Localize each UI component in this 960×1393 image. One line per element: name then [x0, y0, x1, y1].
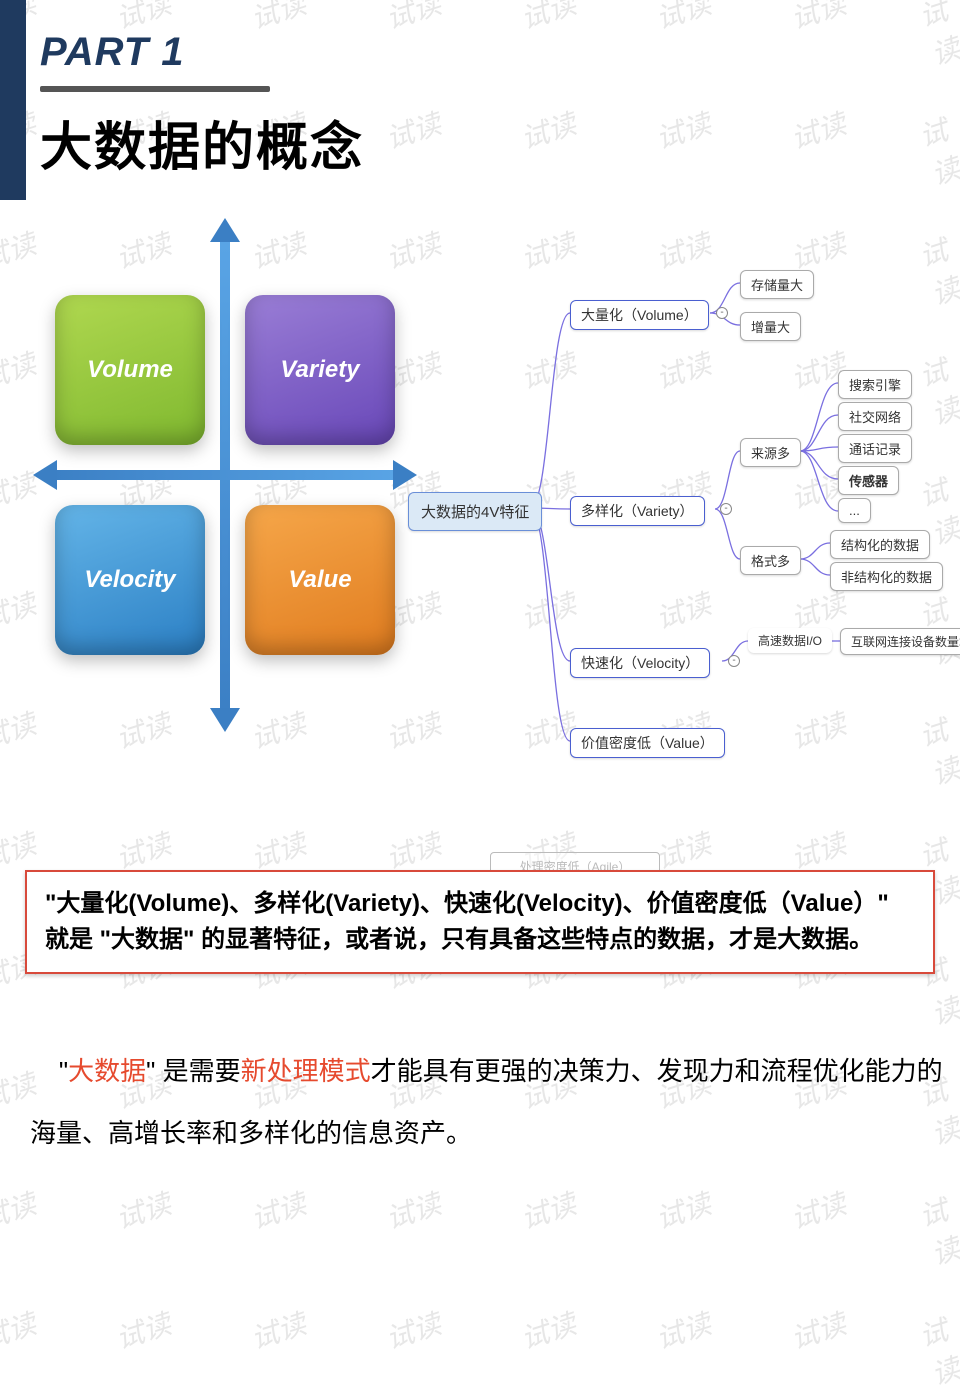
node-label: 价值密度低（Value）	[581, 735, 714, 751]
node-formats: 格式多	[740, 546, 801, 575]
tile-label: Variety	[280, 356, 359, 384]
arrow-down-icon	[210, 708, 240, 732]
node-storage: 存储量大	[740, 270, 814, 299]
node-label: 搜索引擎	[849, 378, 901, 393]
node-label: 非结构化的数据	[841, 570, 932, 585]
page-title: 大数据的概念	[40, 105, 364, 180]
node-increment: 增量大	[740, 312, 801, 341]
node-label: ...	[849, 503, 860, 518]
node-label: 通话记录	[849, 442, 901, 457]
arrow-up-icon	[210, 218, 240, 242]
quadrant-diagram: Volume Variety Velocity Value	[45, 230, 405, 720]
tile-volume: Volume	[55, 295, 205, 445]
tile-variety: Variety	[245, 295, 395, 445]
node-variety: 多样化（Variety）	[570, 496, 705, 526]
node-label: 大数据的4V特征	[421, 504, 529, 521]
node-label: 结构化的数据	[841, 538, 919, 553]
mindmap-root: 大数据的4V特征	[408, 492, 542, 531]
node-label: 传感器	[849, 474, 888, 489]
node-label: 社交网络	[849, 410, 901, 425]
node-label: 高速数据I/O	[758, 634, 822, 648]
definition-text: "大数据" 是需要新处理模式才能具有更强的决策力、发现力和流程优化能力的海量、高…	[30, 1040, 950, 1165]
arrow-left-icon	[33, 460, 57, 490]
node-label: 互联网连接设备数量增长	[851, 635, 960, 649]
node-search-engine: 搜索引擎	[838, 370, 912, 399]
expand-icon: -	[716, 307, 728, 319]
axis-horizontal	[45, 470, 405, 480]
node-call-log: 通话记录	[838, 434, 912, 463]
part-label: PART 1	[40, 30, 185, 75]
expand-icon: -	[720, 503, 732, 515]
node-structured: 结构化的数据	[830, 530, 930, 559]
node-label: 格式多	[751, 554, 790, 569]
tile-label: Volume	[87, 356, 173, 384]
node-label: 增量大	[751, 320, 790, 335]
summary-box: "大量化(Volume)、多样化(Variety)、快速化(Velocity)、…	[25, 870, 935, 974]
node-label: 大量化（Volume）	[581, 307, 698, 323]
tile-label: Value	[288, 566, 351, 594]
tile-velocity: Velocity	[55, 505, 205, 655]
node-label: 多样化（Variety）	[581, 503, 694, 519]
node-label: 存储量大	[751, 278, 803, 293]
node-device-growth: 互联网连接设备数量增长	[840, 628, 960, 655]
node-sources: 来源多	[740, 438, 801, 467]
summary-text: "大量化(Volume)、多样化(Variety)、快速化(Velocity)、…	[45, 890, 889, 953]
mindmap: 大数据的4V特征 大量化（Volume） - 存储量大 增量大 多样化（Vari…	[400, 250, 960, 790]
node-highspeed-io: 高速数据I/O	[748, 628, 832, 653]
accent-bar	[0, 0, 26, 200]
def-prefix: "	[59, 1056, 68, 1086]
node-volume: 大量化（Volume）	[570, 300, 709, 330]
def-hl1: 大数据	[68, 1056, 146, 1086]
node-unstructured: 非结构化的数据	[830, 562, 943, 591]
expand-icon: -	[728, 655, 740, 667]
node-velocity: 快速化（Velocity）	[570, 648, 710, 678]
part-underline	[40, 86, 270, 92]
node-social: 社交网络	[838, 402, 912, 431]
node-label: 快速化（Velocity）	[581, 655, 699, 671]
node-more: ...	[838, 498, 871, 523]
node-sensor: 传感器	[838, 466, 899, 495]
tile-label: Velocity	[84, 566, 175, 594]
node-label: 来源多	[751, 446, 790, 461]
def-mid1: " 是需要	[146, 1056, 240, 1086]
node-value: 价值密度低（Value）	[570, 728, 725, 758]
tile-value: Value	[245, 505, 395, 655]
def-hl2: 新处理模式	[241, 1056, 371, 1086]
